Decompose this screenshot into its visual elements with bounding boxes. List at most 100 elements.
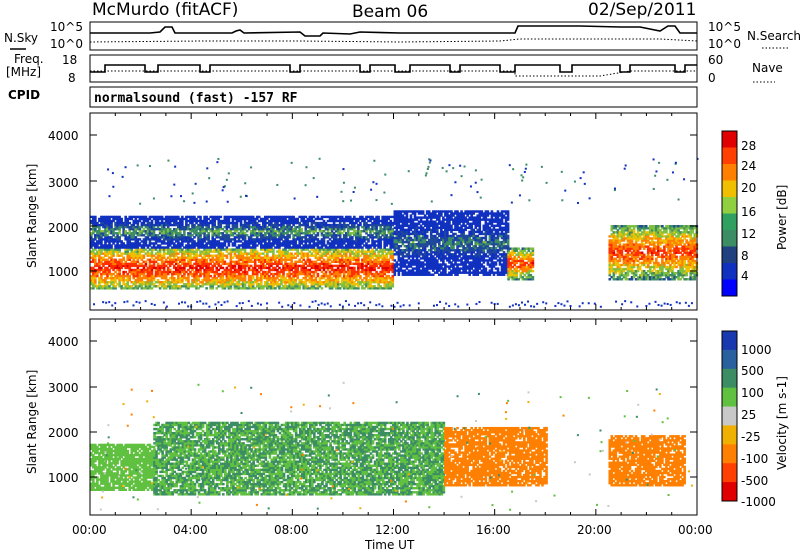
power-cell (399, 238, 403, 242)
power-cell (251, 283, 255, 286)
power-cell (365, 238, 368, 241)
power-cell (332, 258, 336, 261)
power-cell (373, 217, 376, 221)
power-cell (280, 281, 283, 284)
power-cell (219, 227, 223, 231)
power-cell (243, 246, 247, 249)
power-cell (385, 227, 389, 231)
power-cell (282, 285, 285, 288)
power-cell (110, 260, 113, 264)
power-cell (90, 246, 93, 249)
power-cell (369, 219, 372, 223)
power-cell (433, 236, 437, 240)
power-cell (367, 270, 370, 274)
power-cell (401, 230, 405, 234)
power-cell (393, 236, 397, 240)
power-cell (221, 260, 225, 264)
power-cell (217, 250, 221, 253)
power-cell (249, 268, 253, 272)
power-cell (387, 276, 391, 280)
power-cell (423, 236, 427, 240)
power-cell (156, 281, 160, 284)
power-cell (334, 225, 338, 229)
power-cell (284, 227, 287, 231)
power-cell (255, 238, 259, 241)
power-cell (371, 287, 374, 290)
power-cell (326, 223, 330, 227)
power-cell (272, 268, 275, 272)
power-cell (136, 270, 140, 274)
power-cell (340, 283, 344, 286)
power-cell (302, 264, 306, 268)
power-cell (134, 219, 138, 223)
power-cell (326, 262, 330, 266)
power-cell (235, 223, 239, 227)
power-cell (199, 234, 202, 237)
power-cell (272, 262, 275, 266)
power-cell (322, 258, 326, 261)
power-cell (427, 249, 431, 252)
power-cell (411, 269, 415, 272)
power-cell (365, 254, 368, 257)
power-cell (261, 285, 265, 288)
power-cell (365, 244, 368, 247)
power-cell (181, 248, 184, 251)
power-cell (383, 238, 386, 241)
power-cell (215, 215, 219, 219)
power-cell (203, 254, 206, 257)
power-cell (361, 285, 364, 288)
power-cell (292, 221, 295, 225)
power-cell (215, 248, 219, 251)
power-cell (322, 242, 326, 245)
power-cell (148, 274, 152, 278)
nave-tick-bottom: 0 (708, 71, 716, 85)
power-cell (231, 270, 235, 274)
power-cell (168, 227, 172, 231)
power-cell (274, 230, 277, 233)
power-cell (320, 248, 324, 251)
power-cell (197, 262, 200, 266)
power-cell (187, 276, 190, 280)
power-cell (130, 244, 134, 247)
power-cell (199, 254, 202, 257)
power-cell (183, 268, 186, 272)
power-cell (340, 278, 344, 282)
power-cell (193, 246, 196, 249)
power-cell (401, 232, 405, 236)
power-cell (351, 272, 354, 276)
power-cell (407, 218, 411, 221)
power-cell (367, 287, 370, 290)
power-cell (174, 254, 178, 257)
power-cell (215, 234, 219, 237)
power-cell (381, 262, 384, 266)
power-cell (286, 274, 289, 278)
power-cell (259, 240, 263, 243)
power-cell (306, 219, 310, 223)
power-cell (310, 217, 314, 221)
power-cell (264, 283, 267, 286)
power-cell (106, 270, 109, 274)
power-cell (389, 264, 393, 268)
power-cell (393, 259, 397, 262)
power-cell (92, 256, 95, 259)
power-cell (217, 234, 221, 237)
power-cell (272, 230, 275, 233)
power-cell (334, 230, 338, 233)
power-cell (438, 267, 441, 270)
power-cell (413, 255, 417, 258)
power-cell (94, 262, 97, 266)
power-cell (251, 217, 255, 221)
power-cell (223, 283, 227, 286)
power-cell (98, 236, 101, 239)
power-cell (154, 238, 158, 241)
power-cell (312, 262, 316, 266)
power-cell (278, 256, 281, 259)
power-cell (308, 287, 312, 290)
power-cell (92, 217, 95, 221)
power-cell (201, 227, 204, 231)
power-cell (342, 285, 346, 288)
power-cell (235, 217, 239, 221)
power-cell (268, 276, 271, 280)
power-cell (134, 248, 138, 251)
power-cell (284, 283, 287, 286)
